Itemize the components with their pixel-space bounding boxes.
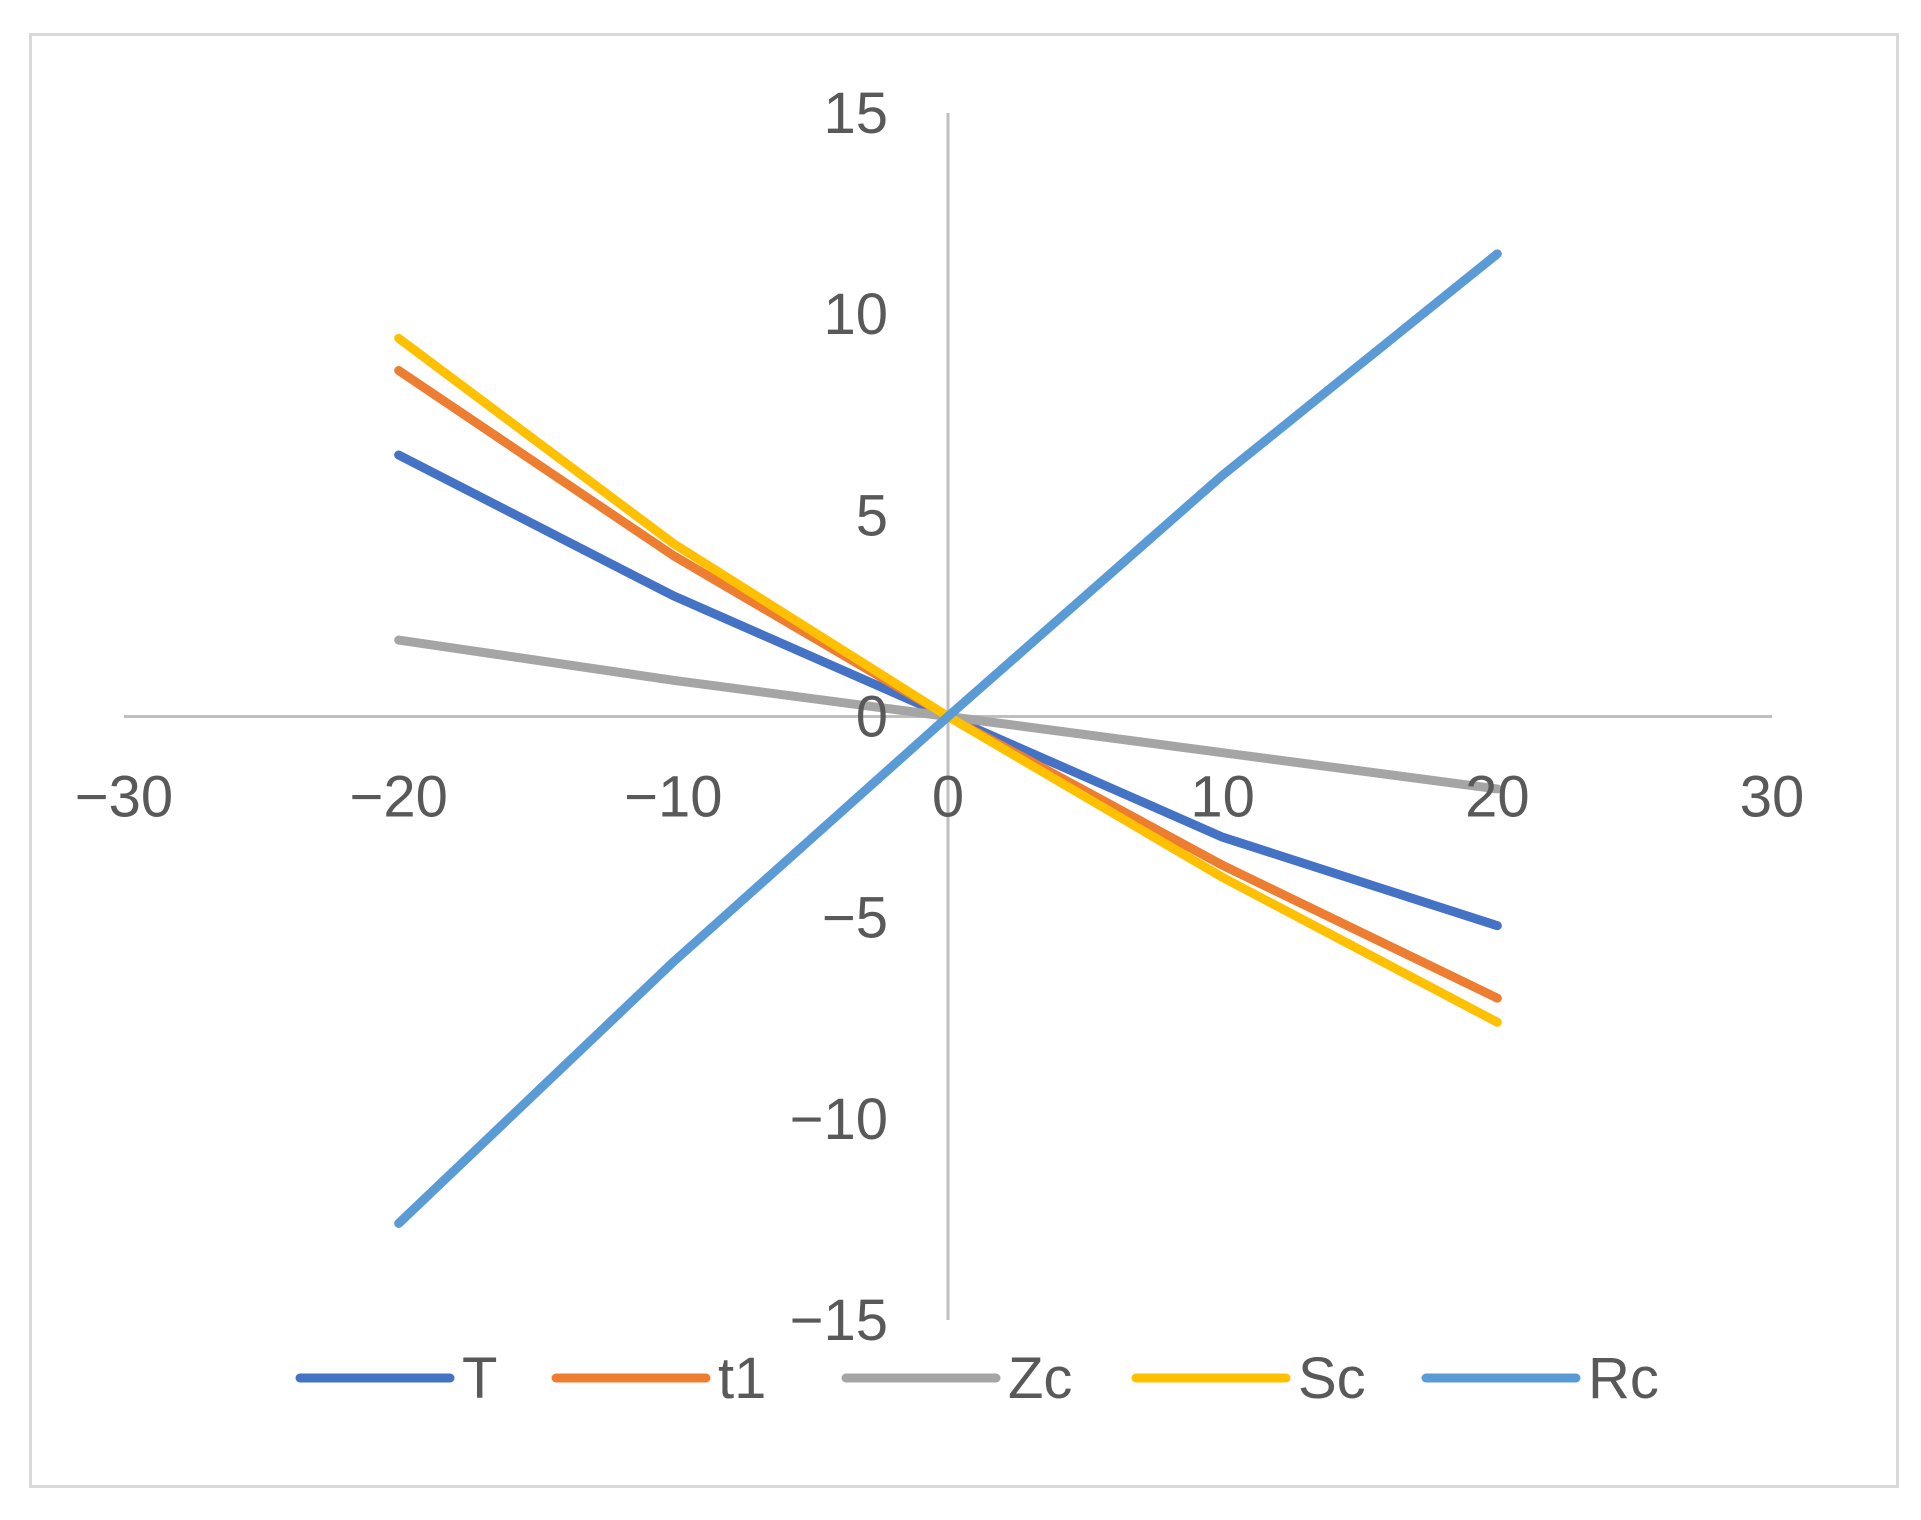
y-tick-label: −15 [790, 1288, 888, 1353]
y-tick-label: −10 [790, 1087, 888, 1152]
x-tick-label: 0 [932, 765, 964, 830]
y-tick-label: 0 [856, 685, 888, 750]
legend-label: T [462, 1346, 497, 1411]
x-tick-label: 30 [1740, 765, 1805, 830]
legend-item-sc: Sc [1131, 1346, 1366, 1411]
x-tick-label: −10 [624, 765, 722, 830]
legend-label: Zc [1008, 1346, 1072, 1411]
x-tick-label: 10 [1190, 765, 1255, 830]
y-tick-label: −5 [822, 886, 888, 951]
series-layer [394, 249, 1502, 1228]
y-tick-label: 10 [823, 282, 888, 347]
x-tick-label: −20 [349, 765, 447, 830]
legend-item-t: T [295, 1346, 497, 1411]
legend-item-t1: t1 [551, 1346, 766, 1411]
legend-item-zc: Zc [841, 1346, 1072, 1411]
legend-label: t1 [718, 1346, 766, 1411]
y-tick-label: 5 [856, 483, 888, 548]
legend-label: Sc [1298, 1346, 1366, 1411]
tick-labels: −30 −20 −10 0 10 20 30 15 10 5 0 −5 −10 −15 [75, 81, 1804, 1353]
legend-item-rc: Rc [1421, 1346, 1659, 1411]
series-line-rc [394, 249, 1502, 1228]
x-tick-label: 20 [1465, 765, 1530, 830]
chart-frame [29, 33, 1899, 1488]
y-tick-label: 15 [823, 81, 888, 146]
legend-label: Rc [1588, 1346, 1659, 1411]
x-tick-label: −30 [75, 765, 173, 830]
